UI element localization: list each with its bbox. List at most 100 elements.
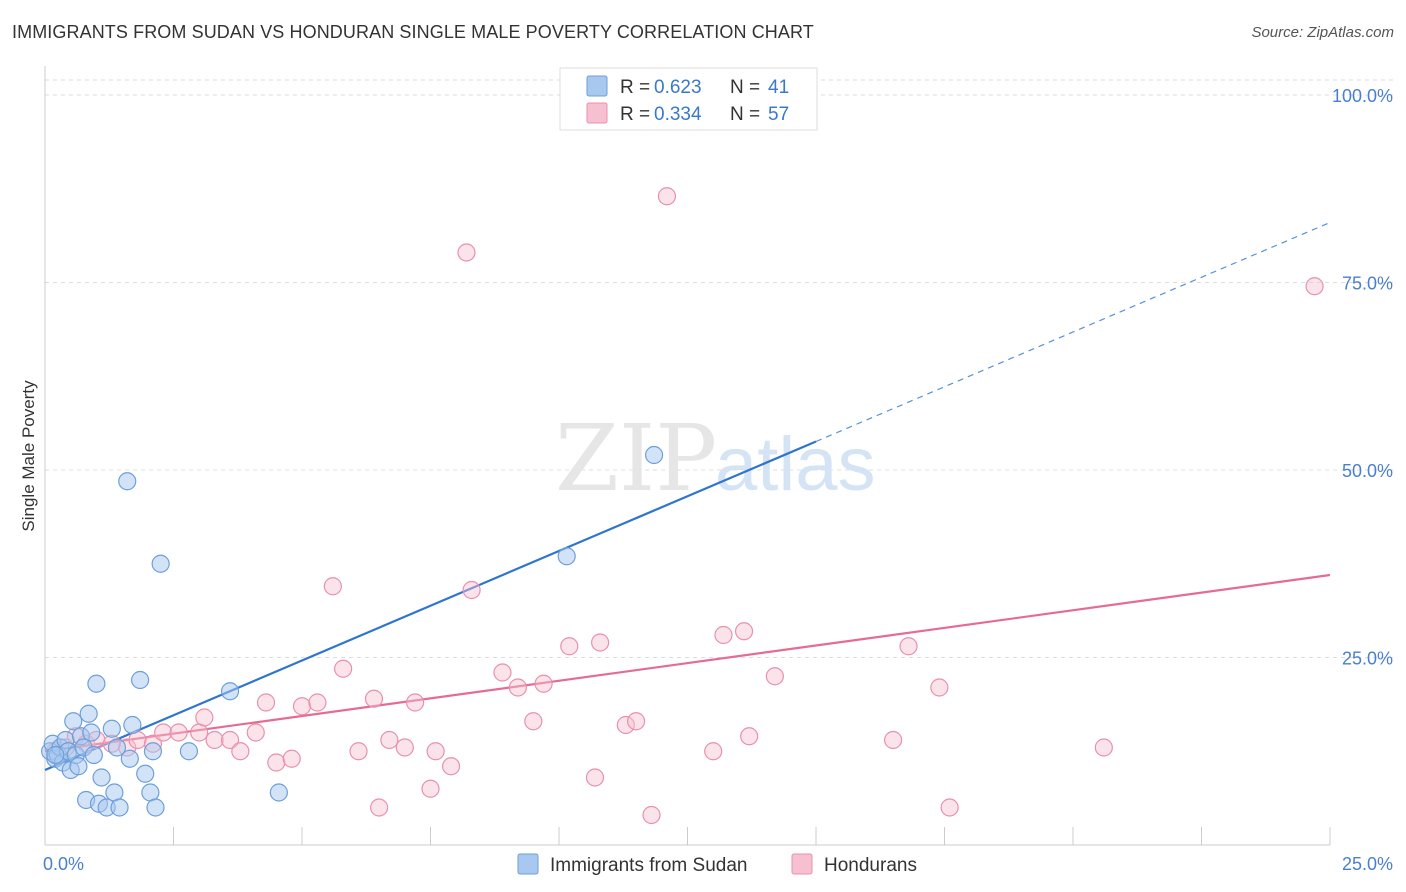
point-honduran bbox=[714, 625, 733, 645]
legend-stats: R = 0.623 N = 41 R = 0.334 N = 57 bbox=[559, 67, 818, 131]
legend-r-value-honduran: 0.334 bbox=[654, 104, 702, 125]
point-sudan bbox=[92, 768, 111, 787]
point-honduran bbox=[220, 730, 240, 750]
point-honduran bbox=[765, 667, 784, 686]
point-honduran bbox=[642, 805, 661, 825]
data-points bbox=[41, 187, 1324, 825]
point-honduran bbox=[704, 742, 723, 761]
point-honduran bbox=[1094, 738, 1113, 757]
point-sudan bbox=[557, 547, 576, 566]
point-sudan bbox=[644, 445, 664, 465]
point-honduran bbox=[930, 678, 949, 697]
point-sudan bbox=[102, 719, 121, 738]
point-honduran bbox=[256, 693, 276, 712]
y-tick-label: 75.0% bbox=[1342, 274, 1393, 294]
point-honduran bbox=[883, 730, 903, 750]
point-sudan bbox=[130, 670, 150, 690]
legend-r-label-honduran: R = bbox=[620, 104, 650, 125]
legend-label-sudan: Immigrants from Sudan bbox=[550, 855, 747, 876]
legend-n-label-honduran: N = bbox=[730, 104, 760, 125]
point-honduran bbox=[421, 779, 440, 798]
watermark-atlas: atlas bbox=[715, 422, 876, 507]
point-honduran bbox=[334, 659, 353, 678]
point-sudan bbox=[84, 745, 103, 765]
legend-n-label-sudan: N = bbox=[730, 77, 760, 98]
chart-title: IMMIGRANTS FROM SUDAN VS HONDURAN SINGLE… bbox=[12, 22, 814, 42]
legend-r-value-sudan: 0.623 bbox=[654, 77, 702, 98]
y-tick-label: 25.0% bbox=[1342, 649, 1393, 669]
point-honduran bbox=[308, 693, 327, 712]
point-sudan bbox=[82, 723, 101, 742]
trend-line-sudan bbox=[44, 440, 817, 772]
point-honduran bbox=[267, 753, 286, 772]
legend-swatch-honduran-bottom bbox=[791, 853, 813, 875]
legend-series: Immigrants from Sudan Hondurans bbox=[517, 853, 917, 876]
point-honduran bbox=[899, 637, 918, 656]
point-sudan bbox=[46, 745, 65, 765]
point-sudan bbox=[118, 472, 137, 491]
point-honduran bbox=[740, 727, 759, 746]
point-sudan bbox=[87, 674, 106, 693]
point-honduran bbox=[534, 674, 553, 693]
source-label: Source: ZipAtlas.com bbox=[1251, 24, 1394, 41]
trend-line-honduran bbox=[44, 573, 1331, 753]
legend-label-honduran: Hondurans bbox=[824, 855, 917, 876]
point-sudan bbox=[146, 798, 165, 817]
y-tick-label: 100.0% bbox=[1332, 86, 1393, 106]
point-honduran bbox=[323, 577, 342, 596]
point-honduran bbox=[282, 749, 301, 768]
point-sudan bbox=[220, 682, 240, 701]
point-sudan bbox=[143, 742, 163, 761]
point-honduran bbox=[493, 663, 512, 682]
legend-r-label-sudan: R = bbox=[620, 77, 650, 98]
tick-labels: 25.0% 50.0% 75.0% 100.0% 0.0% 25.0% bbox=[43, 86, 1393, 874]
point-honduran bbox=[292, 697, 312, 716]
point-honduran bbox=[349, 742, 368, 761]
point-honduran bbox=[370, 798, 389, 817]
x-tick-label: 0.0% bbox=[43, 854, 84, 874]
point-sudan bbox=[136, 764, 155, 783]
point-sudan bbox=[107, 738, 127, 757]
point-honduran bbox=[426, 742, 445, 761]
point-honduran bbox=[457, 243, 476, 262]
point-honduran bbox=[169, 723, 188, 742]
point-honduran bbox=[560, 637, 579, 656]
y-tick-label: 50.0% bbox=[1342, 461, 1393, 481]
axes bbox=[44, 66, 1331, 846]
point-honduran bbox=[364, 689, 384, 708]
point-sudan bbox=[269, 783, 288, 802]
legend-n-value-sudan: 41 bbox=[768, 77, 789, 98]
point-honduran bbox=[616, 715, 635, 735]
watermark-zip: ZIP bbox=[555, 405, 717, 512]
trend-line-sudan-projection bbox=[815, 221, 1331, 443]
point-honduran bbox=[626, 712, 646, 731]
point-honduran bbox=[940, 798, 959, 817]
point-honduran bbox=[524, 712, 543, 731]
point-honduran bbox=[585, 768, 605, 787]
grid-lines bbox=[45, 79, 1395, 658]
point-honduran bbox=[734, 622, 754, 641]
point-honduran bbox=[154, 723, 173, 742]
point-honduran bbox=[441, 757, 461, 776]
point-sudan bbox=[120, 749, 139, 768]
watermark: ZIP atlas bbox=[555, 405, 876, 512]
point-sudan bbox=[110, 798, 129, 817]
point-sudan bbox=[151, 554, 170, 573]
point-honduran bbox=[657, 187, 677, 206]
legend-swatch-honduran bbox=[586, 102, 608, 124]
x-tick-label: 25.0% bbox=[1342, 854, 1393, 874]
y-axis-title: Single Male Poverty bbox=[19, 380, 38, 532]
point-honduran bbox=[508, 678, 527, 697]
point-honduran bbox=[231, 742, 250, 761]
point-sudan bbox=[123, 715, 142, 735]
point-honduran bbox=[205, 730, 224, 750]
legend-swatch-sudan bbox=[586, 75, 608, 97]
point-sudan bbox=[79, 704, 98, 723]
point-sudan bbox=[64, 712, 83, 731]
point-honduran bbox=[246, 723, 265, 742]
trend-lines bbox=[44, 221, 1331, 772]
point-honduran bbox=[462, 580, 481, 600]
point-sudan bbox=[179, 742, 199, 761]
point-honduran bbox=[395, 738, 414, 757]
